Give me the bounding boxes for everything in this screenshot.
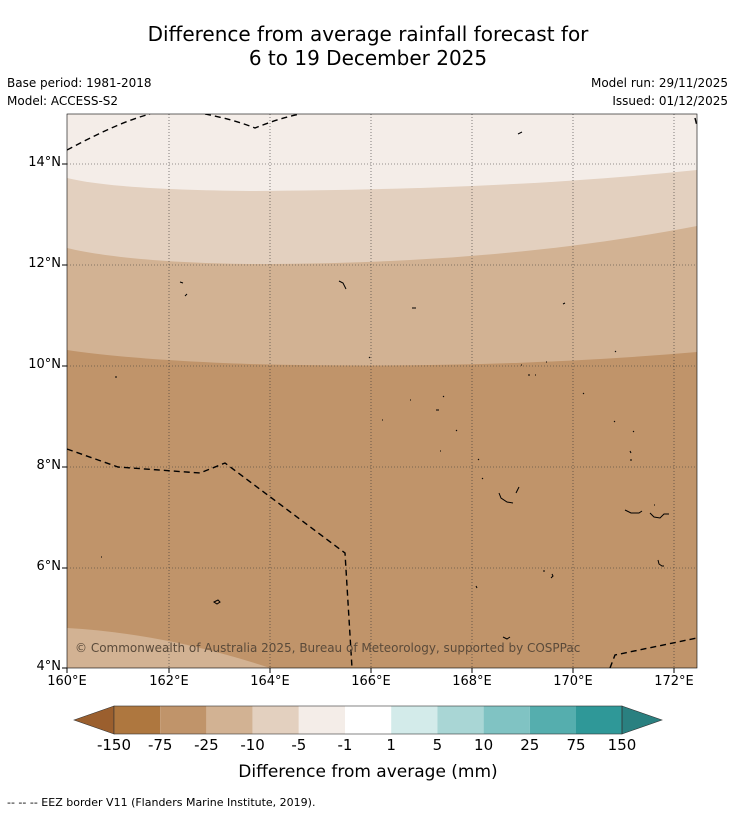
chart-title: Difference from average rainfall forecas… [0,22,736,70]
title-line-1: Difference from average rainfall forecas… [147,22,589,46]
eez-border [67,114,697,668]
colorbar-bin-4 [252,706,299,734]
lat-label-12n: 12°N [28,256,61,271]
lon-label-172e: 172°E [654,674,694,689]
colorbar-frame [113,705,623,735]
colorbar-bin-9 [483,706,530,734]
colorbar-above-max [621,705,663,735]
colorbar-tick: -75 [147,736,173,754]
colorbar [73,705,663,735]
title-line-2: 6 to 19 December 2025 [248,46,488,70]
model-text: Model: ACCESS-S2 [7,94,119,108]
issued-text: Issued: 01/12/2025 [612,94,728,108]
lon-label-162e: 162°E [149,674,189,689]
graticule [67,114,697,668]
colorbar-tick: 10 [474,736,494,754]
colorbar-tick: 25 [520,736,540,754]
lon-label-170e: 170°E [553,674,593,689]
colorbar-tick: -10 [240,736,265,754]
lon-label-168e: 168°E [452,674,492,689]
map-ticks [62,163,675,673]
colorbar-bin-11 [576,706,623,734]
map-frame [66,113,698,669]
eez-footnote: -- -- -- EEZ border V11 (Flanders Marine… [7,796,316,809]
colorbar-tick: 150 [607,736,637,754]
lat-label-8n: 8°N [36,458,62,473]
colorbar-tick: -5 [291,736,307,754]
colorbar-tick: 1 [386,736,396,754]
colorbar-tick: -1 [337,736,353,754]
colorbar-bin-1 [114,706,161,734]
colorbar-title: Difference from average (mm) [238,762,498,782]
lon-label-164e: 164°E [250,674,290,689]
lat-label-14n: 14°N [28,155,61,170]
islands [101,131,669,640]
colorbar-tick: 5 [432,736,443,754]
model-run-text: Model run: 29/11/2025 [590,76,728,90]
colorbar-tick: 75 [566,736,586,754]
colorbar-bin-2 [160,706,207,734]
lat-label-6n: 6°N [36,559,62,574]
lon-label-166e: 166°E [351,674,391,689]
lat-label-4n: 4°N [36,659,62,674]
base-period-text: Base period: 1981-2018 [7,76,152,90]
colorbar-bin-3 [206,706,253,734]
meta-right: Model run: 29/11/2025 Issued: 01/12/2025 [591,74,728,110]
colorbar-bin-8 [437,706,484,734]
zone-near-average [67,114,697,191]
colorbar-tick: -25 [194,736,219,754]
colorbar-tick: -150 [96,736,132,754]
copyright-notice: © Commonwealth of Australia 2025, Bureau… [75,641,581,655]
zone-sw-corner [67,628,270,668]
colorbar-bin-10 [529,706,576,734]
lon-label-160e: 160°E [47,674,87,689]
lat-label-10n: 10°N [28,357,61,372]
colorbar-bin-5 [298,706,345,734]
meta-left: Base period: 1981-2018 Model: ACCESS-S2 [7,74,152,110]
colorbar-bin-7 [391,706,438,734]
colorbar-below-min [73,705,115,735]
colorbar-bin-6 [345,706,392,734]
